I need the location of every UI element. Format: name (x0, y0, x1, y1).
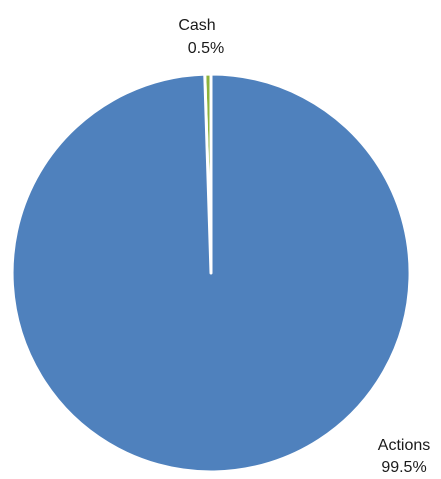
pie-slice-actions (10, 72, 412, 474)
slice-value-cash: 0.5% (188, 40, 224, 57)
pie-slices (10, 72, 412, 474)
slice-label-cash: Cash (178, 17, 215, 34)
slice-value-actions: 99.5% (381, 459, 426, 476)
slice-label-actions: Actions (378, 437, 430, 454)
